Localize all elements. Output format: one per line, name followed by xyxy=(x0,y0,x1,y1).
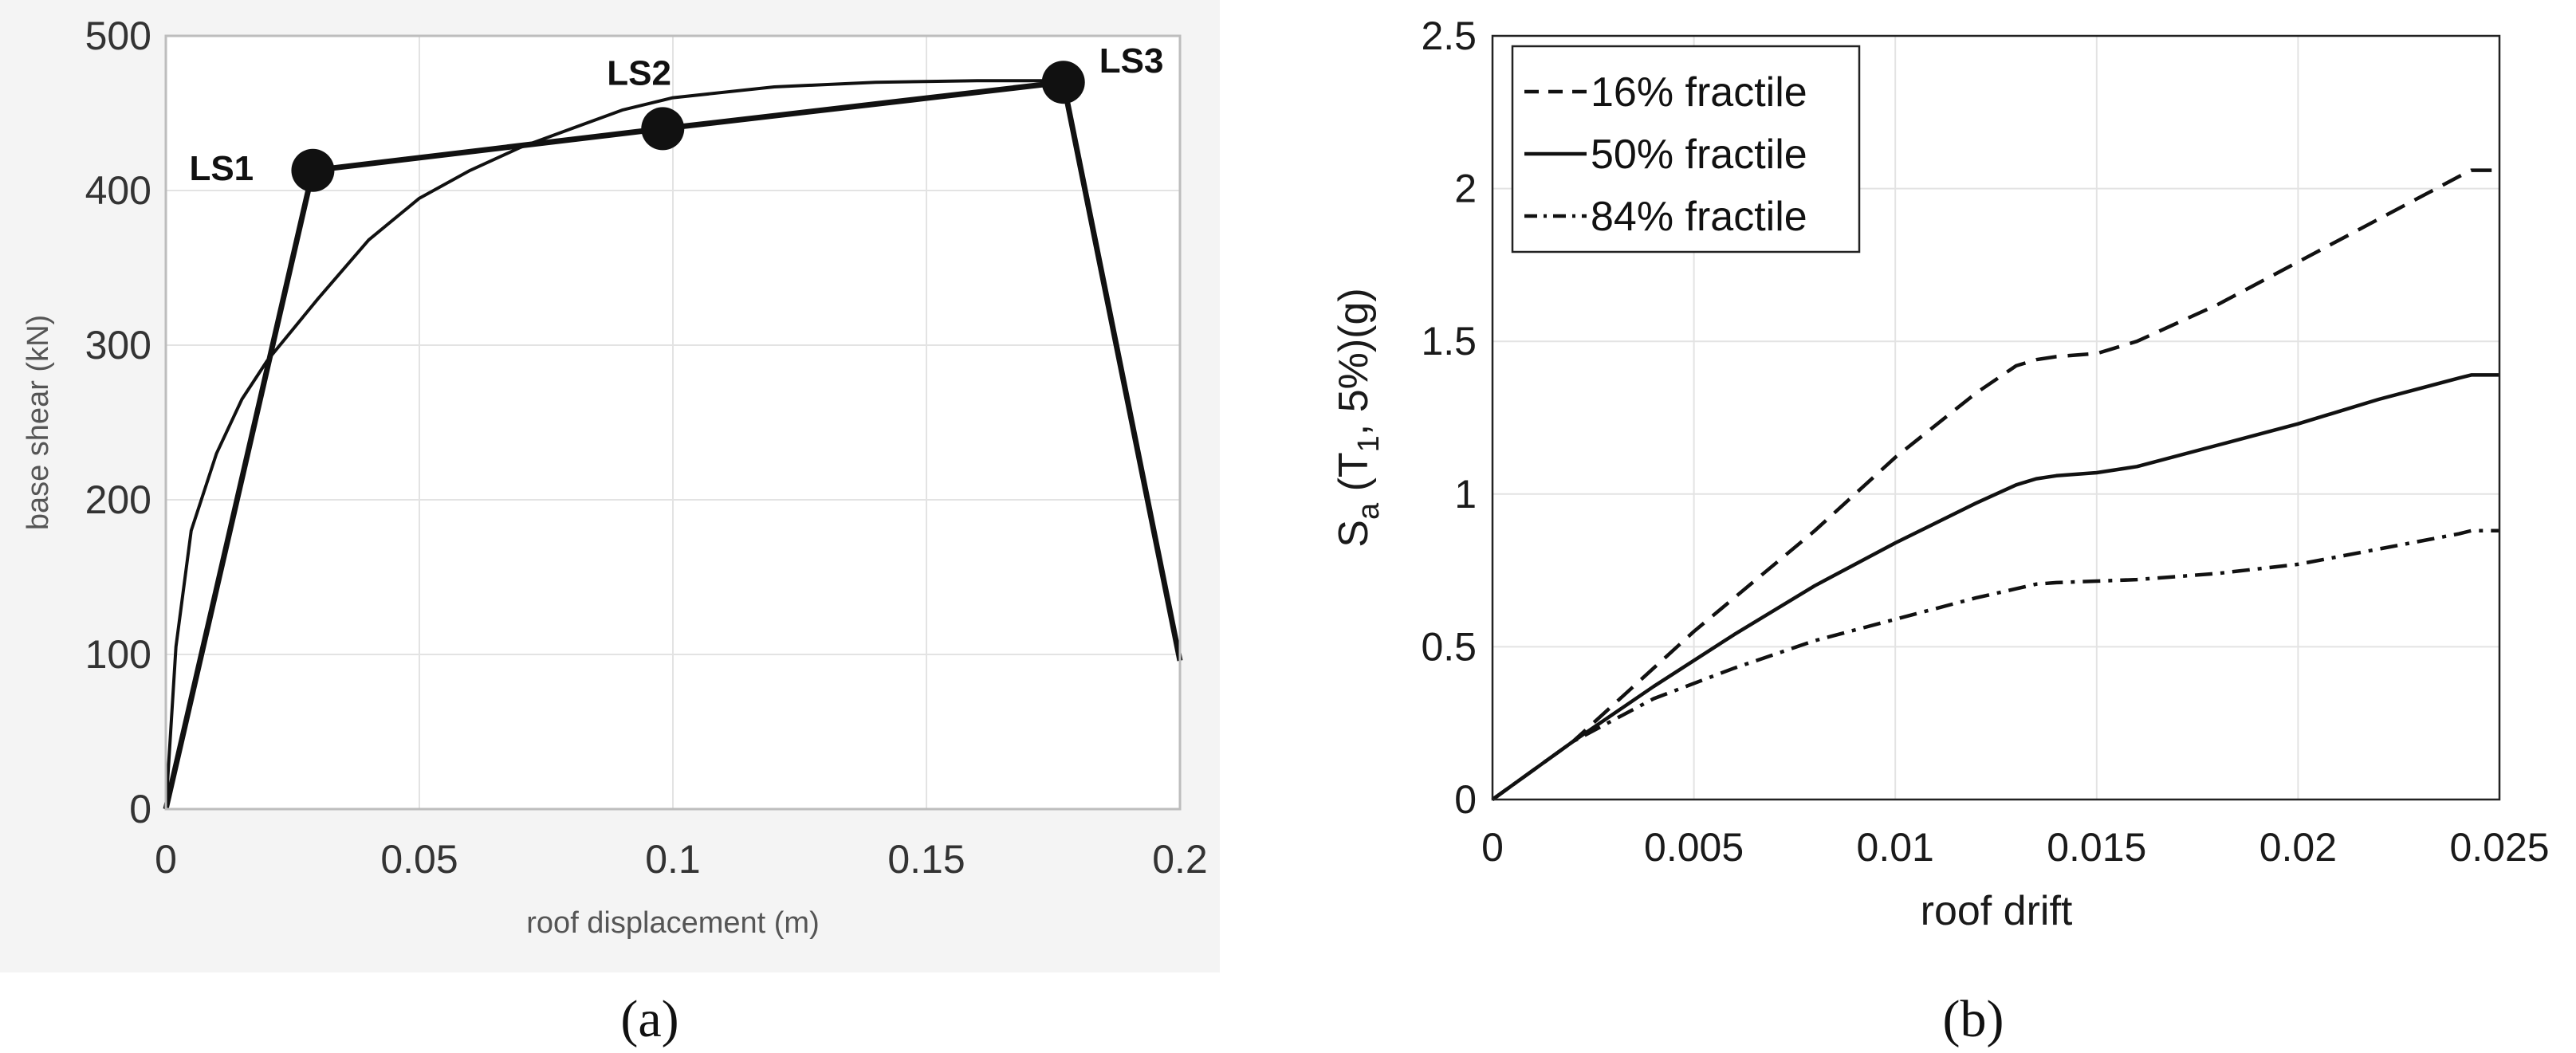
limit-state-marker-ls2 xyxy=(641,107,685,151)
panel-b-x-tick-label: 0.02 xyxy=(2259,825,2337,870)
panel-a-y-tick-labels: 0 100 200 300 400 500 xyxy=(85,14,151,831)
panel-b-x-tick-labels: 0 0.005 0.01 0.015 0.02 0.025 xyxy=(1481,825,2549,870)
pushover-curve-line xyxy=(164,79,1069,810)
legend-box xyxy=(1511,45,1861,253)
panel-a-y-tick-label: 200 xyxy=(85,477,151,522)
panel-a-caption: (a) xyxy=(620,990,678,1048)
panel-a-pushover-chart: LS1 LS2 LS3 0 0.05 0.1 0.15 0.2 0 100 200 300 400 5… xyxy=(0,0,1220,1048)
panel-a-x-tick-label: 0.15 xyxy=(887,837,965,882)
panel-b-y-tick-label: 1.5 xyxy=(1421,319,1477,363)
panel-a-y-axis-label: base shear (kN) xyxy=(22,315,55,530)
series-line-50-fractile xyxy=(1491,373,2499,801)
panel-b-y-tick-label: 2 xyxy=(1454,167,1477,211)
panel-a-x-tick-label: 0.1 xyxy=(645,837,701,882)
panel-a-limit-states: LS1 LS2 LS3 xyxy=(189,41,1163,192)
panel-b-x-axis-label: roof drift xyxy=(1921,888,2073,934)
panel-b-x-tick-label: 0 xyxy=(1481,825,1504,870)
panel-a-x-tick-label: 0.05 xyxy=(380,837,458,882)
panel-b-x-tick-label: 0.015 xyxy=(2047,825,2146,870)
panel-b-y-axis-label: Sa (T1, 5%)(g) xyxy=(1331,288,1386,547)
limit-state-marker-ls3 xyxy=(1041,61,1085,104)
panel-b-y-tick-labels: 0 0.5 1 1.5 2 2.5 xyxy=(1421,14,1477,822)
limit-state-label-ls2: LS2 xyxy=(607,53,671,92)
panel-b-y-tick-label: 1 xyxy=(1454,472,1477,517)
limit-state-label-ls3: LS3 xyxy=(1099,41,1164,81)
panel-b-curves xyxy=(1491,168,2499,801)
panel-a-x-tick-label: 0 xyxy=(155,837,177,882)
panel-b-x-tick-label: 0.025 xyxy=(2449,825,2549,870)
series-line-16-fractile xyxy=(1491,168,2499,801)
legend-label-16-fractile: 16% fractile xyxy=(1591,69,1807,116)
panel-a-y-tick-label: 500 xyxy=(85,14,151,58)
limit-state-label-ls1: LS1 xyxy=(189,149,254,188)
panel-b-y-tick-label: 0.5 xyxy=(1421,624,1477,669)
limit-state-marker-ls1 xyxy=(291,148,335,192)
panel-a-x-tick-labels: 0 0.05 0.1 0.15 0.2 xyxy=(155,837,1208,882)
panel-a-y-tick-label: 0 xyxy=(129,787,151,831)
panel-a-x-tick-label: 0.2 xyxy=(1152,837,1208,882)
panel-b-y-tick-label: 2.5 xyxy=(1421,14,1477,58)
panel-a-x-axis-label: roof displacement (m) xyxy=(526,906,819,940)
series-line-84-fractile xyxy=(1491,528,2499,801)
legend-label-50-fractile: 50% fractile xyxy=(1591,132,1807,178)
legend-label-84-fractile: 84% fractile xyxy=(1591,194,1807,240)
panel-b-y-tick-label: 0 xyxy=(1454,777,1477,822)
panel-b-frame xyxy=(1491,34,2501,801)
panel-b-legend: 16% fractile 50% fractile 84% fractile xyxy=(1511,45,1861,253)
panel-a-frame xyxy=(164,34,1182,811)
panel-b-caption: (b) xyxy=(1943,990,2004,1048)
panel-a-grid xyxy=(166,36,1180,809)
panel-a-y-tick-label: 300 xyxy=(85,323,151,367)
panel-a-y-tick-label: 400 xyxy=(85,168,151,213)
panel-b-x-tick-label: 0.01 xyxy=(1857,825,1934,870)
panel-b-fragility-chart: 0 0.005 0.01 0.015 0.02 0.025 0 0.5 1 1.5 2 2.5 16… xyxy=(1331,14,2550,1048)
panel-a-y-tick-label: 100 xyxy=(85,632,151,677)
panel-b-x-tick-label: 0.005 xyxy=(1644,825,1744,870)
